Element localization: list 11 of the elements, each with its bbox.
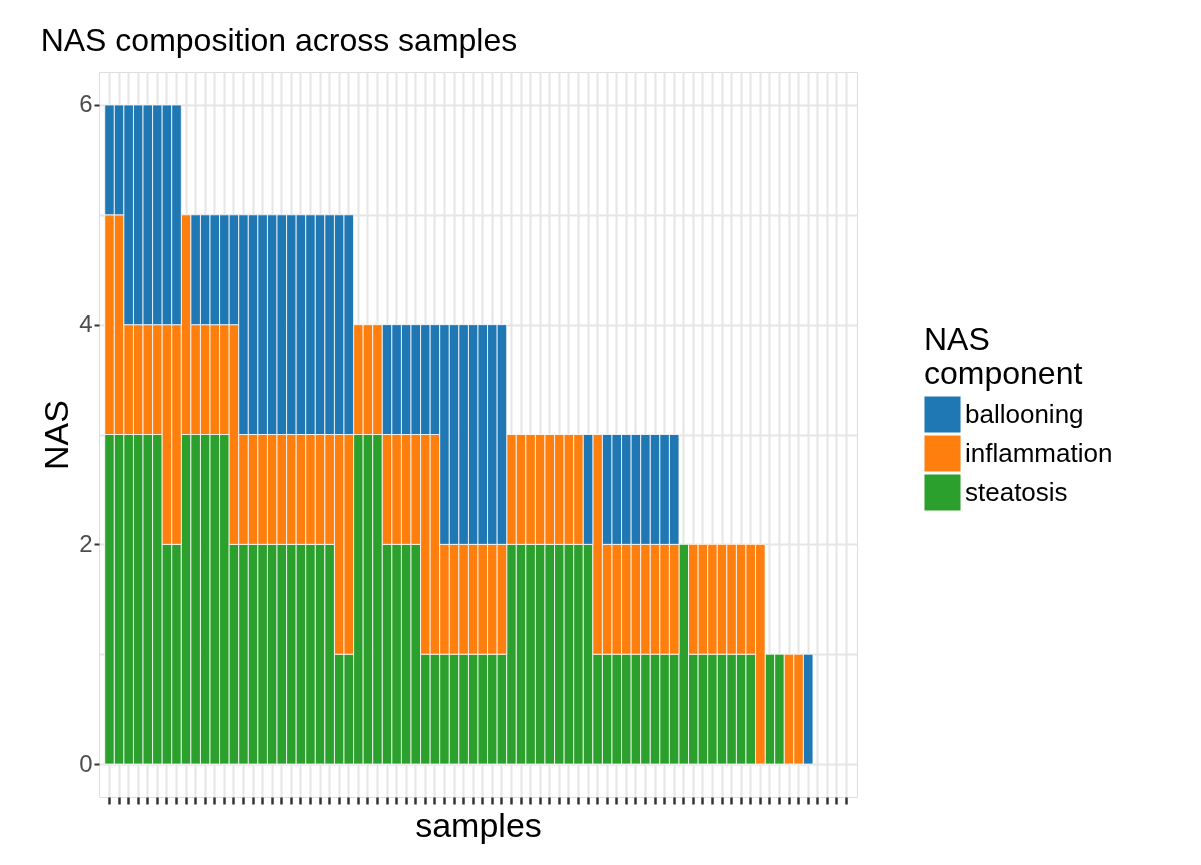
x-axis-title: samples <box>415 805 542 844</box>
chart-title: NAS composition across samples <box>40 22 518 58</box>
y-tick-label: 0 <box>79 749 93 777</box>
y-tick-label: 4 <box>79 310 93 338</box>
y-axis-title: NAS <box>37 400 76 470</box>
legend-label: ballooning <box>965 398 1084 429</box>
y-tick-label: 6 <box>79 90 93 118</box>
legend-label: inflammation <box>965 437 1113 468</box>
y-tick-label: 2 <box>79 529 93 557</box>
legend-label: steatosis <box>965 476 1068 507</box>
legend-title: NAS component <box>924 321 1083 391</box>
